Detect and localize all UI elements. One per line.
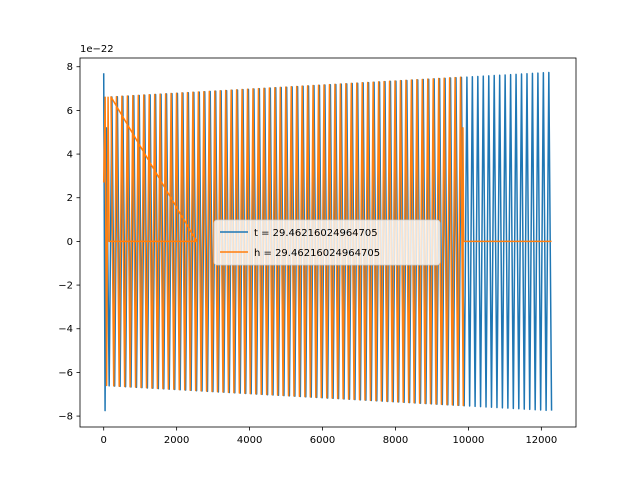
- axes: 0 2000 4000 6000 8000 10000 12000 −8 −6 −4 −2 0 2 4 6 8: [58, 57, 577, 446]
- y-tick-label: 8: [67, 62, 73, 73]
- legend-label: t = 29.46216024964705: [254, 228, 378, 239]
- series-line-1: [102, 76, 552, 407]
- x-tick-label: 0: [101, 435, 107, 446]
- y-tick-label: −8: [58, 412, 73, 423]
- x-tick-label: 8000: [383, 435, 408, 446]
- y-tick-label: 2: [67, 193, 73, 204]
- x-tick-label: 6000: [310, 435, 335, 446]
- y-tick-label: −6: [58, 368, 73, 379]
- y-tick-label: 6: [67, 106, 73, 117]
- y-tick-label: −2: [58, 281, 73, 292]
- x-tick-label: 2000: [164, 435, 189, 446]
- legend-box: [213, 219, 441, 266]
- y-tick-label: 4: [67, 150, 73, 161]
- x-tick-label: 12000: [525, 435, 557, 446]
- legend: t = 29.46216024964705 h = 29.462160249647…: [213, 219, 441, 266]
- y-tick-label: 0: [67, 237, 73, 248]
- y-offset-label: 1e−22: [80, 44, 114, 55]
- x-tick-label: 4000: [237, 435, 262, 446]
- axes-frame: [79, 57, 577, 428]
- legend-label: h = 29.46216024964705: [254, 248, 380, 259]
- y-tick-label: −4: [58, 324, 73, 335]
- x-tick-label: 10000: [453, 435, 485, 446]
